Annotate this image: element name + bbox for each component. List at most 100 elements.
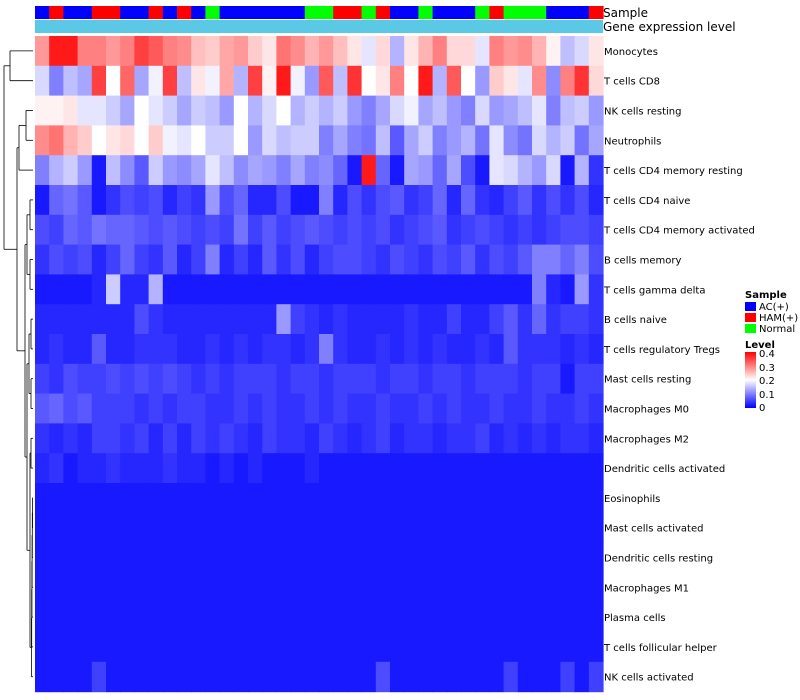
heatmap-cell bbox=[361, 185, 377, 216]
heatmap-cell bbox=[347, 65, 363, 97]
heatmap-cell bbox=[404, 244, 419, 275]
heatmap-cell bbox=[205, 274, 221, 305]
heatmap-cell bbox=[461, 542, 476, 573]
sample-annotation-cell bbox=[233, 6, 249, 19]
heatmap-cell bbox=[432, 125, 448, 156]
heatmap-cell bbox=[461, 125, 476, 156]
heatmap-cell bbox=[177, 542, 192, 573]
row-label: Macrophages M0 bbox=[604, 405, 689, 416]
heatmap-cell bbox=[91, 304, 107, 335]
heatmap-cell bbox=[233, 661, 249, 693]
heatmap-cell bbox=[404, 274, 419, 305]
heatmap-cell bbox=[390, 602, 405, 633]
legend-label-ac: AC(+) bbox=[759, 302, 789, 313]
heatmap-cell bbox=[546, 632, 561, 663]
heatmap-cell bbox=[560, 542, 576, 573]
heatmap-cell bbox=[503, 632, 519, 663]
heatmap-cell bbox=[290, 661, 306, 693]
heatmap-cell bbox=[404, 185, 419, 216]
heatmap-cell bbox=[503, 334, 519, 365]
heatmap-cell bbox=[319, 304, 334, 335]
heatmap-cell bbox=[148, 334, 164, 365]
heatmap-cell bbox=[461, 661, 476, 693]
heatmap-cell bbox=[91, 632, 107, 663]
heatmap-cell bbox=[162, 155, 178, 186]
heatmap-cell bbox=[91, 572, 107, 603]
heatmap-cell bbox=[248, 304, 263, 335]
heatmap-cell bbox=[546, 95, 561, 126]
legend-tick-0: 0 bbox=[759, 403, 765, 414]
heatmap-cell bbox=[503, 512, 519, 544]
heatmap-cell bbox=[532, 393, 547, 424]
heatmap-cell bbox=[404, 453, 419, 484]
heatmap-cell bbox=[560, 95, 576, 126]
heatmap-cell bbox=[63, 244, 79, 275]
heatmap-cell bbox=[333, 393, 348, 424]
heatmap-cell bbox=[77, 274, 93, 305]
heatmap-cell bbox=[276, 65, 292, 97]
heatmap-cell bbox=[191, 214, 206, 246]
heatmap-cell bbox=[262, 363, 277, 395]
heatmap-cell bbox=[333, 214, 348, 246]
heatmap-cell bbox=[503, 483, 519, 514]
heatmap-cell bbox=[375, 244, 391, 275]
heatmap-cell bbox=[134, 244, 150, 275]
heatmap-cell bbox=[77, 95, 93, 126]
heatmap-cell bbox=[532, 572, 547, 603]
heatmap-cell bbox=[63, 453, 79, 484]
heatmap-cell bbox=[91, 453, 107, 484]
heatmap-cell bbox=[91, 185, 107, 216]
heatmap-cell bbox=[560, 125, 576, 156]
heatmap-cell bbox=[106, 334, 121, 365]
heatmap-cell bbox=[503, 274, 519, 305]
heatmap-cell bbox=[191, 602, 206, 633]
heatmap-cell bbox=[390, 274, 405, 305]
heatmap-cell bbox=[35, 95, 50, 126]
heatmap-cell bbox=[347, 274, 363, 305]
heatmap-cell bbox=[489, 542, 505, 573]
heatmap-cell bbox=[475, 483, 490, 514]
heatmap-cell bbox=[304, 125, 320, 156]
heatmap-cell bbox=[574, 36, 590, 67]
heatmap-cell bbox=[191, 65, 206, 97]
heatmap-cell bbox=[262, 155, 277, 186]
heatmap-cell bbox=[560, 423, 576, 454]
heatmap-cell bbox=[432, 363, 448, 395]
heatmap-cell bbox=[262, 304, 277, 335]
heatmap-cell bbox=[63, 155, 79, 186]
heatmap-cell bbox=[446, 95, 462, 126]
legend-level-gradient bbox=[745, 352, 756, 408]
heatmap-cell bbox=[489, 65, 505, 97]
heatmap-cells bbox=[35, 36, 604, 693]
heatmap-cell bbox=[404, 572, 419, 603]
heatmap-cell bbox=[574, 393, 590, 424]
heatmap-cell bbox=[304, 512, 320, 544]
heatmap-cell bbox=[248, 125, 263, 156]
heatmap-cell bbox=[418, 661, 434, 693]
heatmap-cell bbox=[560, 155, 576, 186]
heatmap-cell bbox=[560, 572, 576, 603]
heatmap-cell bbox=[91, 125, 107, 156]
heatmap-cell bbox=[49, 125, 64, 156]
heatmap-cell bbox=[517, 483, 533, 514]
heatmap-cell bbox=[375, 36, 391, 67]
heatmap-cell bbox=[77, 363, 93, 395]
heatmap-cell bbox=[517, 572, 533, 603]
heatmap-cell bbox=[162, 393, 178, 424]
heatmap-cell bbox=[546, 453, 561, 484]
heatmap-cell bbox=[489, 185, 505, 216]
heatmap-cell bbox=[262, 36, 277, 67]
annotation-label-expression: Gene expression level bbox=[603, 20, 736, 34]
heatmap-cell bbox=[347, 572, 363, 603]
heatmap-cell bbox=[461, 483, 476, 514]
heatmap-cell bbox=[361, 483, 377, 514]
heatmap-cell bbox=[461, 393, 476, 424]
heatmap-cell bbox=[219, 304, 235, 335]
heatmap-cell bbox=[347, 632, 363, 663]
heatmap-cell bbox=[162, 334, 178, 365]
heatmap-cell bbox=[333, 95, 348, 126]
heatmap-cell bbox=[503, 125, 519, 156]
heatmap-cell bbox=[546, 125, 561, 156]
heatmap-cell bbox=[588, 512, 604, 544]
heatmap-cell bbox=[489, 632, 505, 663]
